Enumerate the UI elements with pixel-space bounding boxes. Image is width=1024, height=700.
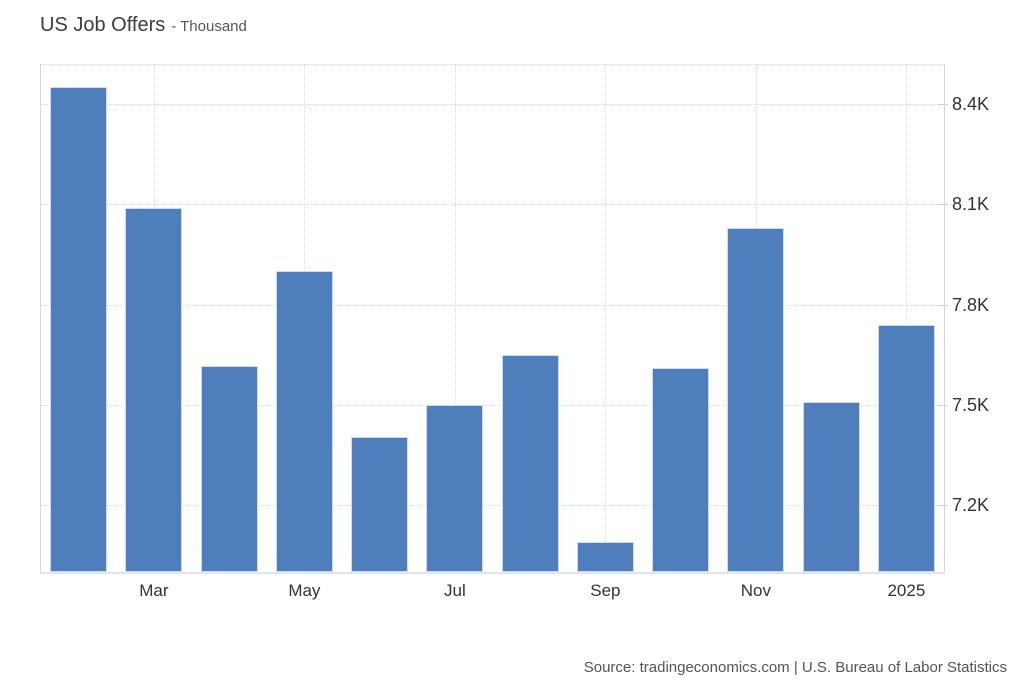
- bar[interactable]: [50, 87, 108, 572]
- y-axis-line: [944, 64, 945, 572]
- bar[interactable]: [275, 271, 333, 572]
- y-axis-tick: [937, 104, 948, 106]
- source-attribution: Source: tradingeconomics.com | U.S. Bure…: [583, 659, 1007, 676]
- y-axis-tick: [937, 404, 948, 406]
- y-axis-label: 7.8K: [952, 294, 990, 315]
- y-axis-tick: [937, 505, 948, 507]
- horizontal-gridline: [41, 304, 944, 306]
- x-axis-label: May: [288, 581, 321, 600]
- y-axis-tick: [937, 304, 948, 306]
- horizontal-gridline: [41, 505, 944, 507]
- bar[interactable]: [727, 227, 785, 572]
- x-axis-label: Sep: [590, 581, 621, 600]
- plot-border-left: [40, 64, 41, 572]
- x-axis-label: 2025: [887, 581, 926, 600]
- horizontal-gridline: [41, 204, 944, 206]
- bar[interactable]: [426, 404, 484, 572]
- y-axis-label: 8.4K: [952, 94, 990, 115]
- bar[interactable]: [200, 366, 258, 572]
- bar[interactable]: [877, 324, 935, 572]
- bar[interactable]: [802, 402, 860, 572]
- bar[interactable]: [351, 436, 409, 572]
- x-axis-label: Mar: [139, 581, 169, 600]
- chart-header: US Job Offers - Thousand: [40, 14, 247, 37]
- y-axis-label: 8.1K: [952, 194, 990, 215]
- x-axis-label: Jul: [444, 581, 466, 600]
- vertical-gridline: [906, 64, 908, 572]
- bar[interactable]: [652, 368, 710, 572]
- plot-border-top: [41, 64, 944, 65]
- bar[interactable]: [576, 541, 634, 572]
- x-axis-line: [40, 572, 945, 574]
- chart-title: US Job Offers: [40, 14, 166, 36]
- x-axis-label: Nov: [740, 581, 771, 600]
- chart-subtitle: - Thousand: [171, 18, 247, 35]
- bar[interactable]: [125, 207, 183, 572]
- y-axis-tick: [937, 204, 948, 206]
- bar[interactable]: [501, 354, 559, 572]
- horizontal-gridline: [41, 104, 944, 106]
- horizontal-gridline: [41, 404, 944, 406]
- vertical-gridline: [454, 64, 456, 572]
- vertical-gridline: [605, 64, 607, 572]
- y-axis-label: 7.2K: [952, 495, 990, 516]
- y-axis-label: 7.5K: [952, 394, 990, 415]
